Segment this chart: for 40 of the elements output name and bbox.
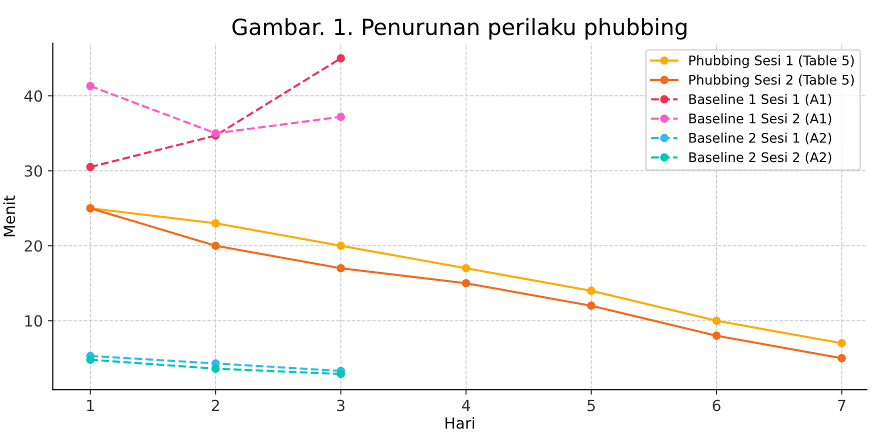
point	[86, 162, 95, 172]
point	[712, 332, 721, 340]
chart-title: Gambar. 1. Penurunan perilaku phubbing	[232, 18, 686, 40]
point	[211, 242, 220, 250]
y-tick-label: 40	[24, 90, 42, 102]
legend-label: Baseline 1 Sesi 1 (A1)	[689, 94, 832, 106]
y-tick-label: 10	[25, 315, 42, 327]
point	[86, 82, 95, 90]
x-tick-label: 4	[462, 400, 470, 412]
legend-label: Phubbing Sesi 1 (Table 5)	[689, 55, 854, 68]
point	[211, 219, 220, 228]
point	[838, 354, 846, 362]
point	[336, 112, 345, 121]
point	[336, 370, 345, 378]
x-tick-label: 6	[712, 400, 720, 412]
point	[462, 264, 470, 272]
point	[336, 242, 345, 250]
point	[587, 302, 596, 310]
point	[336, 264, 345, 272]
point	[336, 54, 345, 62]
point	[712, 316, 721, 325]
x-axis-title: Hari	[446, 416, 474, 429]
point	[86, 356, 95, 364]
x-tick-label: 3	[337, 400, 344, 412]
point	[462, 279, 470, 288]
x-tick-label: 1	[87, 400, 94, 412]
legend-label: Baseline 2 Sesi 2 (A2)	[689, 152, 832, 164]
point	[838, 339, 846, 348]
x-tick-label: 5	[588, 400, 595, 412]
x-tick-label: 2	[212, 400, 219, 412]
y-tick-label: 30	[24, 165, 42, 177]
legend-label: Phubbing Sesi 2 (Table 5)	[689, 74, 854, 88]
point	[211, 364, 220, 373]
y-axis-title: Menit	[3, 196, 16, 236]
point	[211, 129, 220, 138]
legend-label: Baseline 2 Sesi 1 (A2)	[689, 132, 832, 144]
x-tick-label: 7	[838, 400, 846, 412]
point	[587, 286, 596, 295]
legend-label: Baseline 1 Sesi 2 (A1)	[689, 113, 832, 126]
y-tick-label: 20	[24, 240, 42, 252]
